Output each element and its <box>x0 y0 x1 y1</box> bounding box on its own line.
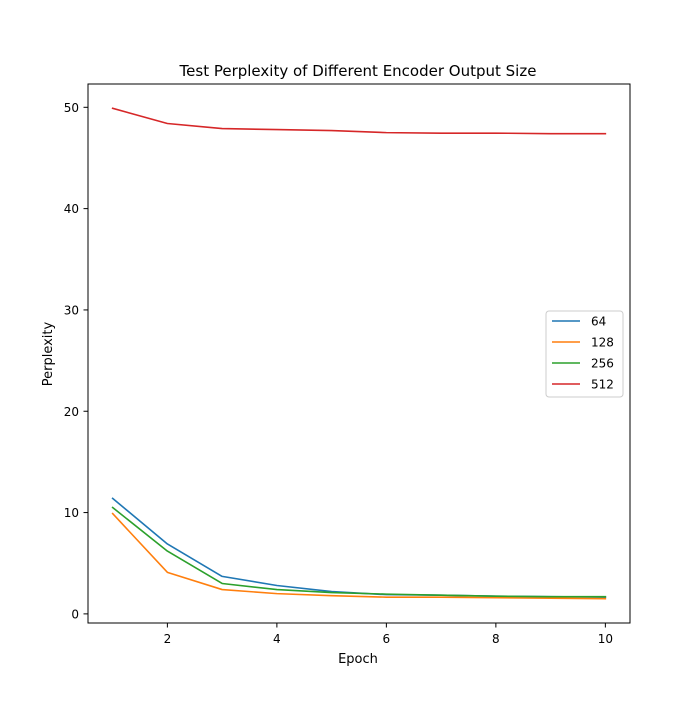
legend-box <box>545 310 624 398</box>
x-tick-label: 4 <box>273 632 281 646</box>
x-tick-label: 8 <box>492 632 500 646</box>
y-tick-label: 20 <box>64 405 79 419</box>
x-tick-label: 2 <box>164 632 172 646</box>
chart-title: Test Perplexity of Different Encoder Out… <box>179 62 537 80</box>
y-axis: 0 10 20 30 40 50 <box>64 101 88 621</box>
series-line-256 <box>111 506 607 598</box>
y-axis-label: Perplexity <box>41 321 56 386</box>
legend-label-64: 64 <box>591 315 606 329</box>
plot-frame <box>87 83 631 624</box>
plot-series <box>111 107 607 600</box>
x-tick-label: 6 <box>383 632 391 646</box>
x-tick-label: 10 <box>598 632 613 646</box>
y-tick-label: 0 <box>71 607 79 621</box>
x-axis-label: Epoch <box>338 652 378 667</box>
legend-label-512: 512 <box>591 378 614 392</box>
x-axis: 2 4 6 8 10 <box>164 623 613 646</box>
legend-label-256: 256 <box>591 357 614 371</box>
series-line-512 <box>111 107 607 135</box>
y-tick-label: 40 <box>64 202 79 216</box>
legend: 64 128 256 512 <box>545 310 624 398</box>
y-tick-label: 10 <box>64 506 79 520</box>
y-tick-label: 30 <box>64 303 79 317</box>
legend-label-128: 128 <box>591 336 614 350</box>
series-line-128 <box>111 512 607 600</box>
y-tick-label: 50 <box>64 101 79 115</box>
